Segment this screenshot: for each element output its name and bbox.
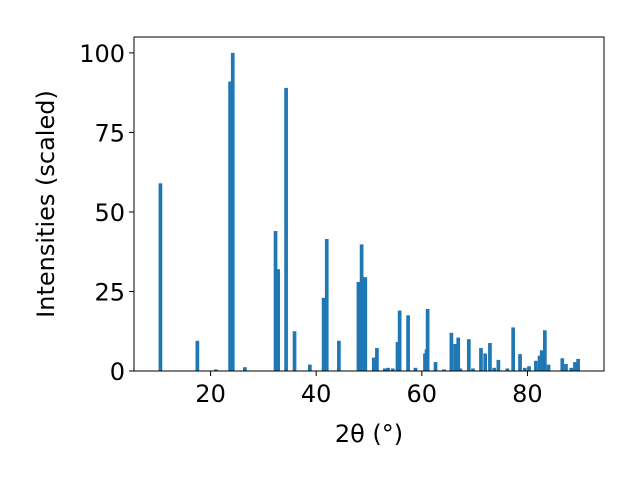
bar: [546, 364, 551, 371]
bar: [243, 367, 247, 371]
bar: [569, 367, 574, 371]
bar: [433, 362, 438, 371]
bar: [276, 269, 281, 371]
bar: [483, 353, 488, 371]
bar: [534, 360, 538, 371]
bar: [284, 87, 288, 372]
bar: [560, 358, 565, 371]
y-tick-label: 75: [94, 119, 125, 147]
bar: [337, 340, 341, 371]
bar: [479, 348, 483, 371]
y-axis: 0 25 50 75 100: [79, 40, 134, 386]
bar: [382, 368, 387, 371]
bar: [363, 277, 368, 371]
bar: [488, 343, 492, 371]
bar: [321, 297, 326, 371]
bar: [308, 364, 312, 371]
y-tick-label: 100: [79, 40, 125, 68]
bar: [543, 330, 547, 371]
bar-series: [158, 52, 580, 372]
bar: [230, 52, 235, 372]
x-axis-label: 2θ (°): [335, 420, 403, 448]
bar: [564, 364, 568, 371]
bar: [371, 357, 376, 371]
bar: [375, 348, 379, 371]
bar: [466, 339, 471, 371]
bar: [273, 231, 278, 371]
bar: [292, 331, 297, 371]
bar: [324, 238, 329, 371]
bar: [195, 340, 200, 371]
bar: [395, 342, 400, 371]
bar: [356, 281, 361, 371]
x-tick-label: 40: [301, 380, 332, 408]
bar: [496, 359, 501, 371]
bar: [518, 354, 522, 371]
bar: [492, 367, 497, 371]
bar: [505, 368, 510, 371]
bar: [537, 355, 542, 371]
x-tick-label: 20: [195, 380, 226, 408]
y-axis-label: Intensities (scaled): [32, 90, 60, 318]
bar: [471, 368, 475, 371]
bar: [511, 327, 516, 371]
bar: [458, 368, 463, 371]
x-tick-label: 60: [407, 380, 438, 408]
bar: [456, 337, 461, 371]
bar: [573, 362, 577, 371]
bar: [359, 244, 364, 371]
x-tick-label: 80: [512, 380, 543, 408]
bar: [228, 81, 232, 371]
bar: [576, 358, 580, 371]
bar: [539, 350, 544, 371]
bar: [442, 369, 446, 371]
bar: [390, 368, 395, 371]
bar: [214, 369, 218, 371]
bar: [158, 183, 163, 371]
y-tick-label: 25: [94, 278, 125, 306]
bar: [406, 315, 410, 371]
bar: [413, 367, 418, 371]
plot-frame: [133, 36, 605, 372]
bar: [449, 332, 454, 371]
bar: [397, 310, 402, 371]
bar: [453, 343, 457, 371]
y-tick-label: 50: [94, 199, 125, 227]
y-tick-label: 0: [110, 358, 125, 386]
bar: [522, 367, 527, 371]
bar: [386, 367, 390, 371]
bar: [527, 366, 531, 371]
x-axis: 20 40 60 80: [195, 371, 543, 408]
bar: [425, 308, 430, 371]
